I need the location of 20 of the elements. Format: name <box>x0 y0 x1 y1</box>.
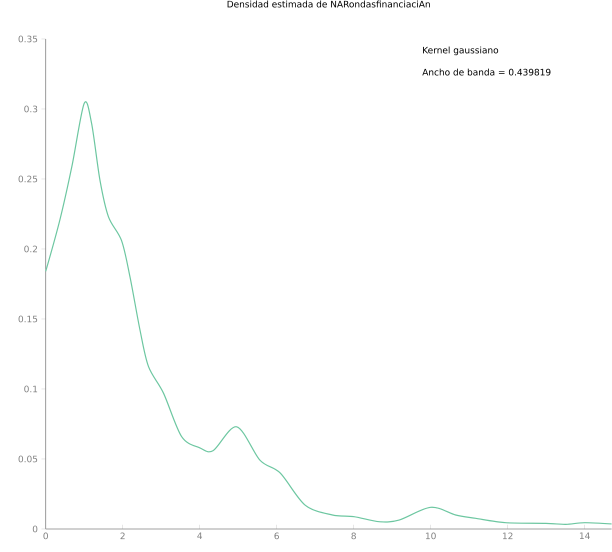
y-tick-label: 0.3 <box>24 106 38 112</box>
y-tick-label: 0.05 <box>18 456 38 462</box>
line-series <box>45 102 612 525</box>
x-tick-label: 0 <box>43 532 48 540</box>
annotation: Ancho de banda = 0.439819 <box>422 68 550 76</box>
annotation: Kernel gaussiano <box>423 46 498 56</box>
x-tick-label: 10 <box>426 532 436 540</box>
x-tick-label: 6 <box>274 532 279 540</box>
y-tick-label: 0.35 <box>18 36 38 42</box>
y-tick-label: 0.15 <box>18 316 38 322</box>
x-tick-label: 2 <box>120 532 125 540</box>
y-tick-label: 0 <box>32 526 38 532</box>
x-tick-label: 8 <box>351 532 356 540</box>
x-tick-label: 12 <box>502 532 512 540</box>
y-tick-label: 0.2 <box>24 246 38 252</box>
chart-title: Densidad estimada de NARondasfinanciaciAn <box>228 0 430 8</box>
x-tick-label: 14 <box>580 532 590 540</box>
y-tick-label: 0.1 <box>24 386 38 392</box>
x-tick-label: 4 <box>197 532 202 540</box>
y-tick-label: 0.25 <box>18 176 38 182</box>
